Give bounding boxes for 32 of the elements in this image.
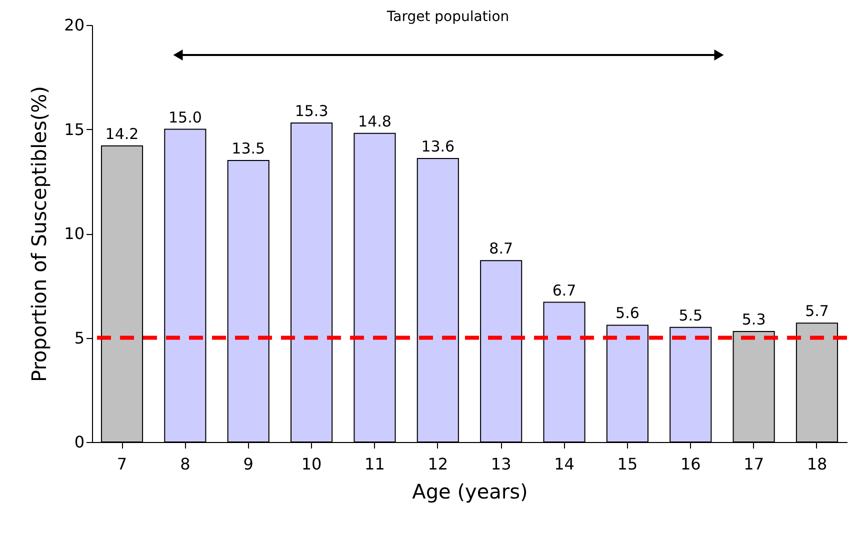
data-label: 15.0 bbox=[168, 108, 202, 126]
x-tick-label: 18 bbox=[806, 454, 828, 474]
x-tick-label: 12 bbox=[428, 454, 448, 474]
x-tick-label: 13 bbox=[490, 454, 512, 474]
y-tick-label: 5 bbox=[74, 328, 84, 348]
x-tick-label: 9 bbox=[243, 454, 254, 474]
data-label: 14.2 bbox=[105, 124, 139, 143]
x-tick-label: 11 bbox=[364, 454, 385, 474]
x-tick-label: 15 bbox=[617, 454, 638, 474]
y-tick-label: 15 bbox=[64, 120, 84, 139]
data-label: 8.7 bbox=[489, 240, 514, 258]
data-label: 14.8 bbox=[358, 112, 392, 130]
y-tick-label: 0 bbox=[74, 432, 84, 452]
data-label: 5.3 bbox=[742, 310, 766, 328]
x-axis-title: Age (years) bbox=[412, 480, 528, 504]
data-label: 5.7 bbox=[805, 302, 829, 320]
x-tick-label: 7 bbox=[116, 454, 128, 474]
x-tick-label: 16 bbox=[680, 454, 701, 474]
data-label: 5.6 bbox=[616, 304, 640, 322]
x-tick-label: 17 bbox=[744, 454, 764, 474]
data-label: 13.5 bbox=[232, 140, 266, 158]
y-axis-title: Proportion of Susceptibles(%) bbox=[27, 86, 52, 382]
text: Target population bbox=[386, 9, 510, 25]
x-tick-label: 14 bbox=[554, 454, 574, 474]
data-label: 13.6 bbox=[421, 137, 455, 156]
x-tick-label: 8 bbox=[180, 454, 190, 474]
x-tick-label: 10 bbox=[301, 454, 322, 474]
data-label: 5.5 bbox=[678, 306, 703, 324]
y-tick-label: 20 bbox=[64, 16, 84, 34]
data-label: 6.7 bbox=[552, 281, 576, 300]
data-label: 15.3 bbox=[294, 102, 328, 120]
y-tick-label: 10 bbox=[64, 224, 84, 243]
